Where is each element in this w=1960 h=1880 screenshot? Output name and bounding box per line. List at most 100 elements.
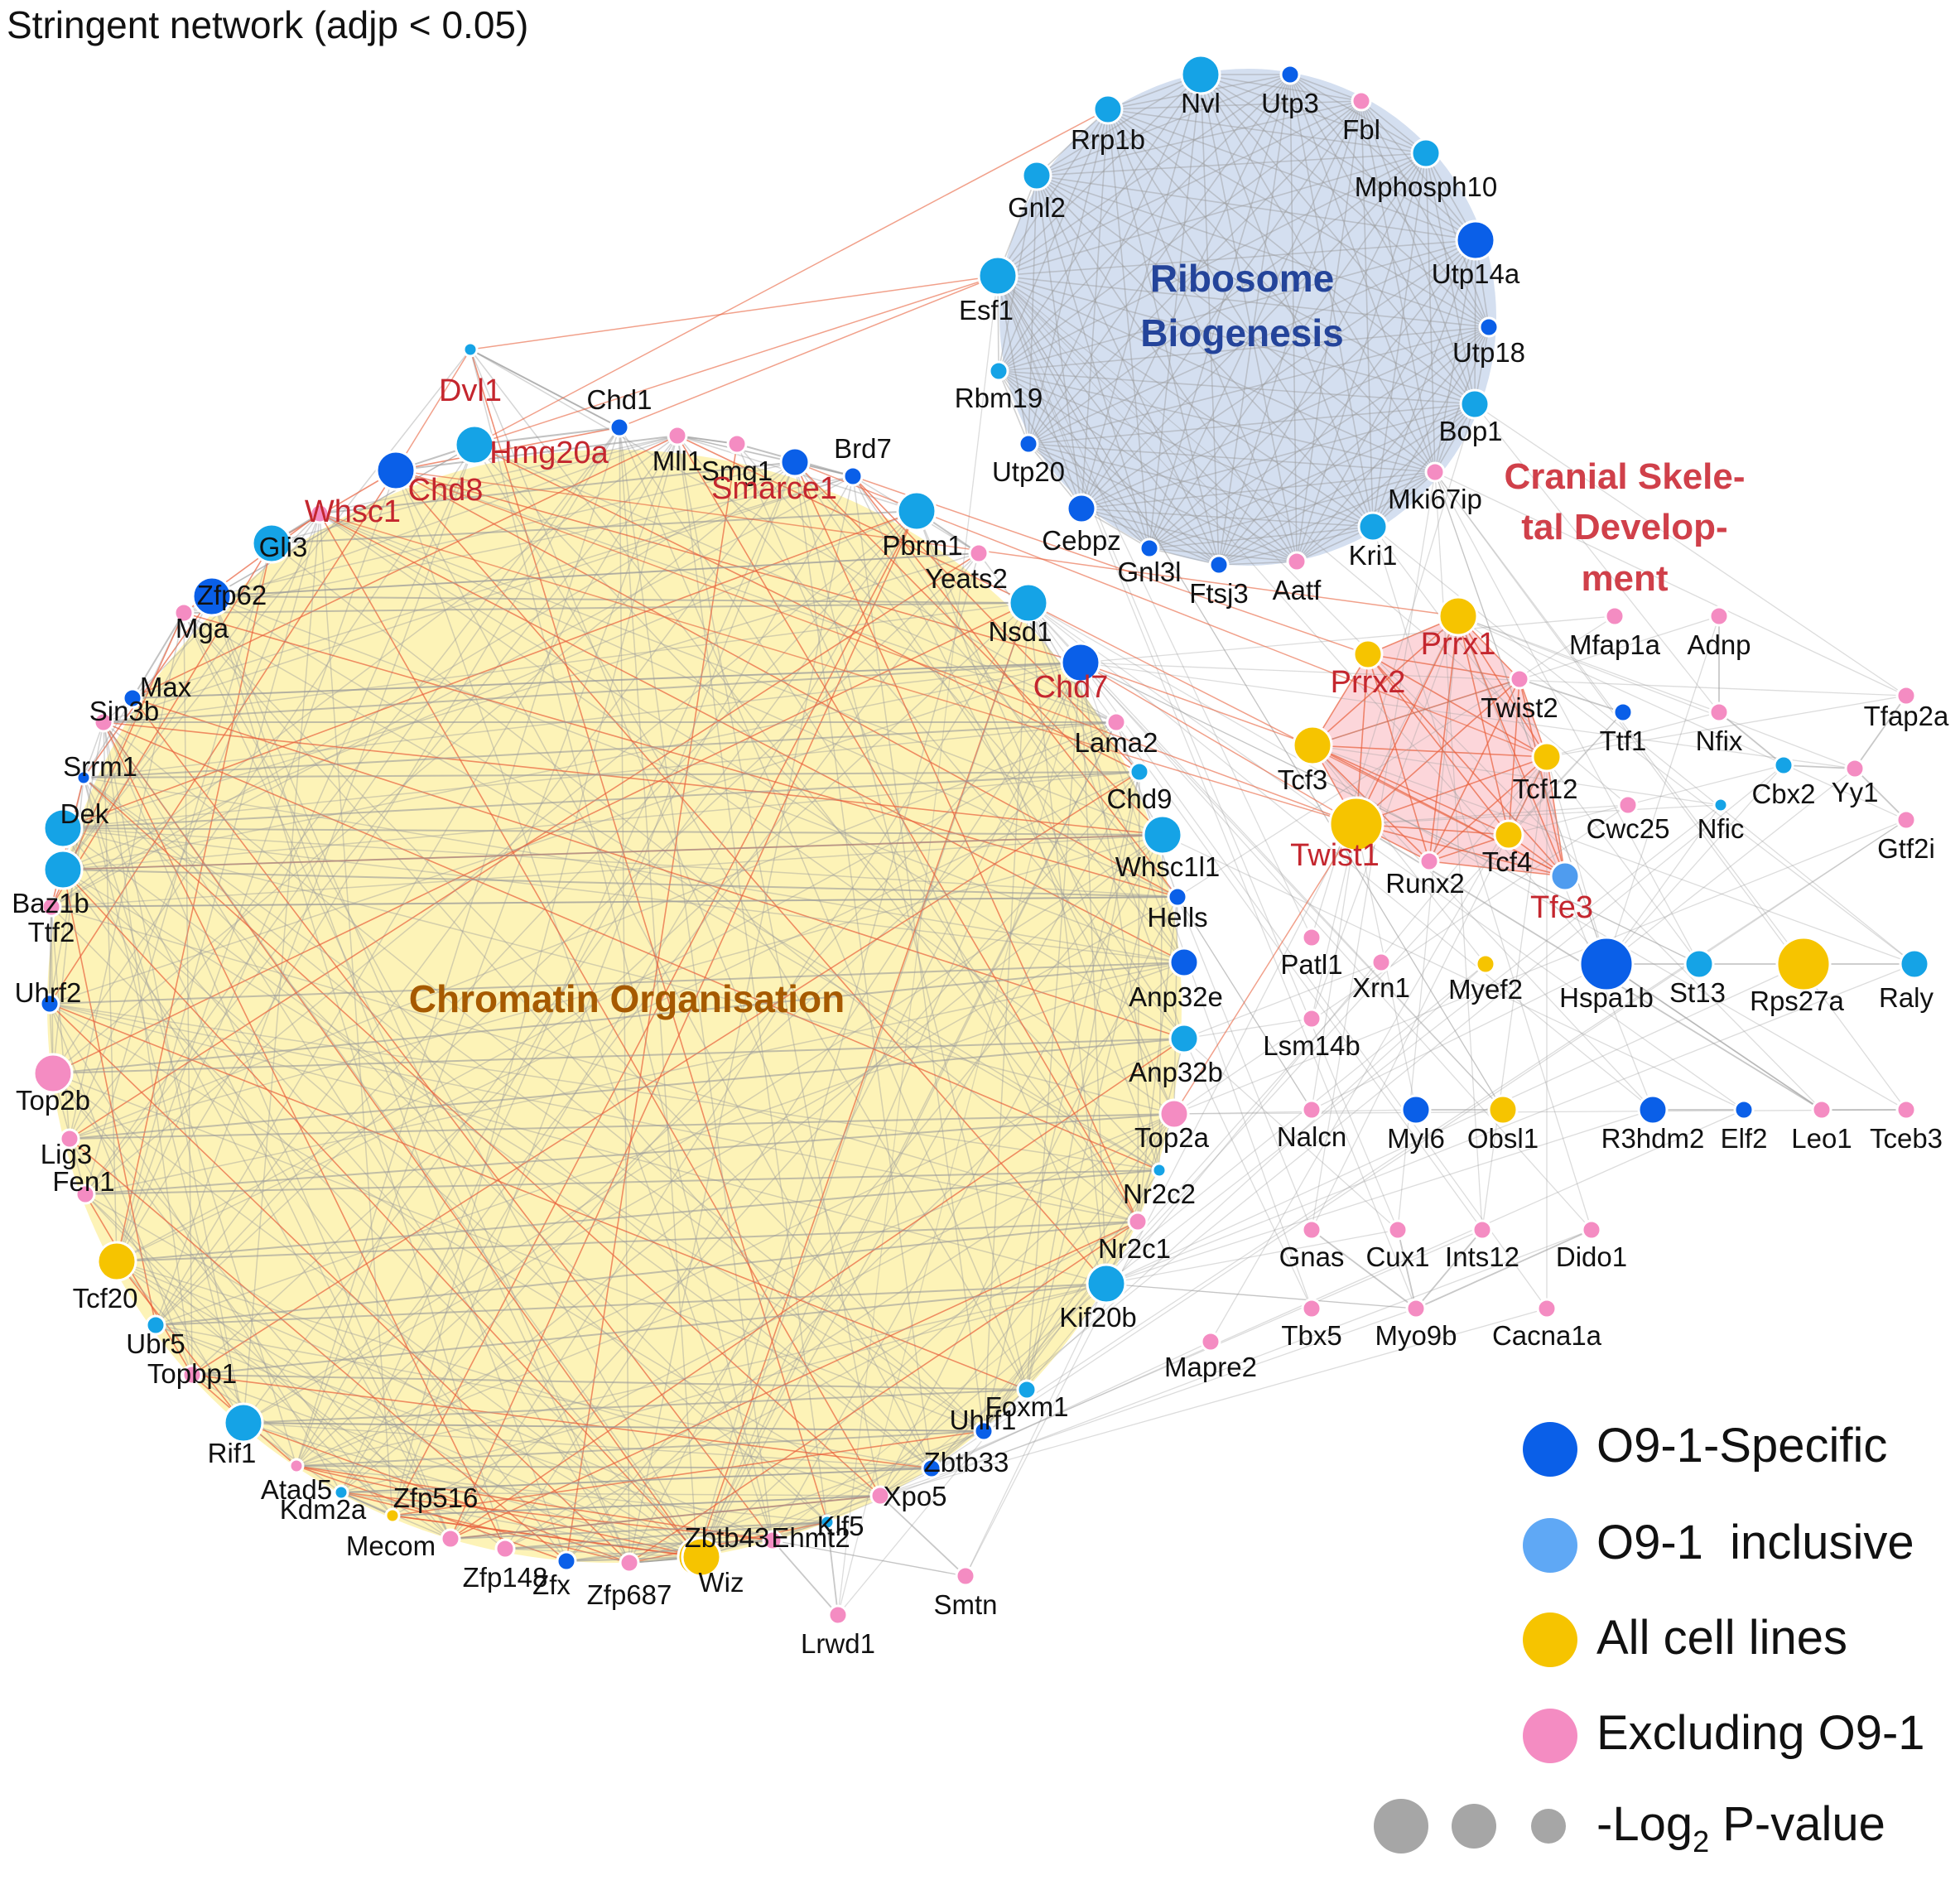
node-raly xyxy=(1899,948,1930,980)
edge xyxy=(1718,711,1784,766)
edge xyxy=(504,1221,1139,1550)
edge xyxy=(983,1169,1160,1432)
node-label-mecom: Mecom xyxy=(346,1531,436,1561)
edge xyxy=(997,100,1362,277)
edge xyxy=(155,962,1185,1326)
edge xyxy=(794,461,1178,898)
edge xyxy=(470,349,1139,1222)
edge xyxy=(1200,74,1476,241)
edge xyxy=(191,1374,451,1540)
node-label-runx2: Runx2 xyxy=(1385,868,1464,899)
edge xyxy=(1081,508,1298,562)
edge xyxy=(837,756,1548,1616)
node-label-gnl3l: Gnl3l xyxy=(1117,557,1181,587)
edge xyxy=(116,1261,506,1550)
edge xyxy=(879,896,1178,1497)
node-utp14a xyxy=(1455,219,1496,261)
edge xyxy=(1028,602,1745,1111)
node-label-kri1: Kri1 xyxy=(1349,540,1398,571)
edge xyxy=(1028,602,1907,1111)
node-label-hmg20a: Hmg20a xyxy=(489,436,609,470)
node-yeats2 xyxy=(968,542,990,564)
edge xyxy=(1149,403,1476,549)
edge xyxy=(319,513,881,1497)
edge xyxy=(1372,526,1700,965)
edge xyxy=(1428,860,1566,877)
node-label-aatf: Aatf xyxy=(1273,575,1322,605)
node-chd9 xyxy=(1129,761,1150,783)
edge xyxy=(62,510,917,870)
edge xyxy=(1081,239,1476,509)
edge xyxy=(1036,100,1362,176)
node-label-ttf1: Ttf1 xyxy=(1600,725,1647,756)
edge xyxy=(474,444,1160,1171)
node-label-uhrf2: Uhrf2 xyxy=(15,977,82,1008)
edge xyxy=(62,827,932,1469)
edge xyxy=(852,475,1369,655)
edge xyxy=(392,1430,985,1516)
edge xyxy=(155,552,980,1326)
edge xyxy=(1289,74,1427,154)
edge xyxy=(1080,662,1313,746)
edge xyxy=(1218,561,1298,566)
edge xyxy=(271,510,917,544)
edge xyxy=(155,1324,932,1469)
edge xyxy=(392,461,796,1516)
edge xyxy=(619,427,630,1564)
edge xyxy=(1028,74,1202,445)
node-zfp516 xyxy=(384,1507,401,1524)
edge xyxy=(395,435,678,471)
edge xyxy=(52,962,1185,1074)
edge xyxy=(1028,602,1185,1039)
edge xyxy=(1107,108,1436,473)
edge xyxy=(155,435,678,1326)
node-whsc1l1 xyxy=(1142,814,1183,856)
edge xyxy=(1296,152,1427,562)
edge xyxy=(1028,108,1109,445)
edge xyxy=(1081,508,1374,528)
edge xyxy=(116,1169,1160,1262)
node-ttf2 xyxy=(41,896,62,918)
edge xyxy=(319,513,1175,1115)
node-dek xyxy=(42,807,84,849)
edge xyxy=(1312,745,1486,965)
edge xyxy=(852,475,1175,1115)
edge xyxy=(1311,471,1436,1231)
edge xyxy=(271,542,1139,1222)
edge xyxy=(474,275,999,446)
edge xyxy=(1397,1229,1417,1309)
edge xyxy=(1783,764,1856,769)
edge xyxy=(1474,403,1907,697)
edge xyxy=(997,275,1629,806)
node-label-chd7: Chd7 xyxy=(1033,670,1109,705)
edge xyxy=(916,510,1175,1115)
edge xyxy=(772,1229,1592,1541)
edge xyxy=(62,869,567,1562)
node-zfp687 xyxy=(619,1552,640,1574)
edge xyxy=(84,1193,393,1516)
edge xyxy=(1036,175,1436,473)
edge xyxy=(52,1073,393,1516)
edge xyxy=(1149,100,1362,549)
node-hspa1b xyxy=(1578,936,1635,992)
node-utp20 xyxy=(1018,433,1039,455)
edge xyxy=(103,721,630,1564)
edge xyxy=(1028,175,1038,445)
edge xyxy=(1854,695,1907,769)
node-label-rps27a: Rps27a xyxy=(1750,986,1844,1016)
edge xyxy=(52,444,475,1074)
edge xyxy=(1081,403,1476,509)
edge xyxy=(1149,547,1298,562)
node-label-cux1: Cux1 xyxy=(1365,1241,1429,1272)
edge xyxy=(49,1003,1139,1222)
edge xyxy=(116,542,272,1262)
edge xyxy=(1107,108,1150,549)
node-xpo5 xyxy=(869,1485,891,1506)
edge xyxy=(243,834,1163,1424)
edge xyxy=(62,552,980,829)
edge xyxy=(998,370,1476,405)
node-top2a xyxy=(1158,1098,1190,1130)
edge xyxy=(1036,175,1150,549)
node-smarce1 xyxy=(779,446,811,478)
node-label-twist2: Twist2 xyxy=(1481,692,1558,723)
